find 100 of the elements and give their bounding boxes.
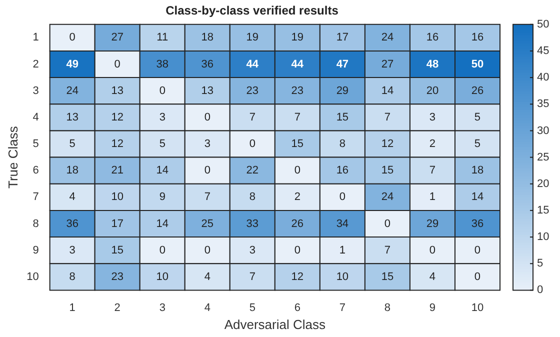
data-label: 5 bbox=[159, 138, 166, 150]
data-label: 7 bbox=[249, 111, 256, 124]
data-label: 7 bbox=[384, 111, 391, 124]
data-label: 21 bbox=[111, 164, 124, 177]
data-label: 0 bbox=[294, 164, 300, 177]
data-label: 23 bbox=[291, 84, 304, 97]
data-label: 0 bbox=[249, 138, 256, 150]
x-tick-label: 1 bbox=[69, 302, 76, 314]
data-label: 15 bbox=[381, 270, 394, 283]
data-label: 10 bbox=[336, 270, 349, 283]
data-label: 3 bbox=[69, 244, 76, 256]
color-bar-label: 35 bbox=[537, 98, 550, 110]
y-tick-label: 5 bbox=[32, 138, 39, 150]
y-axis-title: True Class bbox=[5, 126, 20, 188]
x-tick-label: 7 bbox=[339, 302, 346, 314]
data-label: 0 bbox=[339, 191, 346, 204]
data-label: 23 bbox=[246, 84, 259, 97]
data-label: 0 bbox=[114, 58, 120, 70]
data-label: 4 bbox=[429, 270, 436, 283]
data-label: 17 bbox=[111, 218, 124, 230]
data-label: 0 bbox=[159, 84, 166, 97]
data-label: 20 bbox=[426, 84, 439, 97]
color-bar-label: 20 bbox=[537, 178, 550, 190]
y-tick-label: 10 bbox=[26, 270, 39, 283]
color-bar-label: 25 bbox=[537, 151, 550, 164]
data-label: 24 bbox=[66, 84, 78, 97]
data-label: 13 bbox=[201, 84, 214, 97]
data-label: 38 bbox=[156, 58, 168, 70]
data-label: 34 bbox=[336, 218, 349, 230]
color-bar-label: 0 bbox=[537, 284, 544, 296]
data-label: 49 bbox=[66, 58, 78, 70]
data-label: 19 bbox=[246, 32, 259, 44]
data-label: 18 bbox=[471, 164, 484, 177]
x-axis-title: Adversarial Class bbox=[224, 316, 326, 332]
data-label: 12 bbox=[111, 138, 124, 150]
data-label: 15 bbox=[291, 138, 304, 150]
data-label: 8 bbox=[249, 191, 256, 204]
data-label: 15 bbox=[336, 111, 349, 124]
data-label: 13 bbox=[66, 111, 78, 124]
data-label: 11 bbox=[156, 32, 168, 44]
data-label: 24 bbox=[381, 32, 394, 44]
data-label: 4 bbox=[69, 191, 76, 204]
data-label: 16 bbox=[426, 32, 439, 44]
data-label: 50 bbox=[471, 58, 484, 70]
data-label: 19 bbox=[291, 32, 304, 44]
data-label: 24 bbox=[381, 191, 394, 204]
chart-title: Class-by-class verified results bbox=[166, 4, 339, 18]
data-label: 33 bbox=[246, 218, 259, 230]
data-label: 7 bbox=[249, 270, 256, 283]
data-label: 2 bbox=[429, 138, 436, 150]
x-tick-label: 4 bbox=[204, 302, 210, 314]
data-label: 26 bbox=[291, 218, 304, 230]
y-tick-label: 9 bbox=[32, 244, 39, 256]
x-tick-label: 10 bbox=[471, 302, 484, 314]
data-label: 12 bbox=[381, 138, 394, 150]
data-label: 14 bbox=[471, 191, 484, 204]
data-label: 36 bbox=[66, 218, 78, 230]
data-label: 5 bbox=[474, 111, 481, 124]
data-label: 7 bbox=[294, 111, 300, 124]
y-tick-label: 4 bbox=[32, 111, 39, 124]
y-tick-label: 7 bbox=[32, 191, 39, 204]
data-label: 0 bbox=[159, 244, 166, 256]
data-label: 36 bbox=[201, 58, 214, 70]
data-label: 10 bbox=[156, 270, 168, 283]
data-label: 16 bbox=[336, 164, 349, 177]
data-label: 0 bbox=[429, 244, 436, 256]
data-label: 0 bbox=[69, 32, 76, 44]
data-label: 9 bbox=[159, 191, 166, 204]
data-label: 27 bbox=[381, 58, 394, 70]
data-label: 0 bbox=[294, 244, 300, 256]
color-bar-label: 15 bbox=[537, 204, 550, 216]
y-tick-label: 2 bbox=[32, 58, 39, 70]
data-label: 47 bbox=[336, 58, 349, 70]
data-label: 5 bbox=[474, 138, 481, 150]
data-label: 13 bbox=[111, 84, 124, 97]
data-label: 14 bbox=[381, 84, 394, 97]
data-label: 8 bbox=[339, 138, 346, 150]
x-tick-label: 6 bbox=[294, 302, 300, 314]
data-label: 8 bbox=[69, 270, 76, 283]
data-label: 17 bbox=[336, 32, 349, 44]
x-tick-label: 5 bbox=[249, 302, 256, 314]
data-label: 27 bbox=[111, 32, 124, 44]
color-bar-label: 45 bbox=[537, 45, 550, 58]
data-label: 44 bbox=[291, 58, 304, 70]
x-tick-label: 2 bbox=[114, 302, 120, 314]
data-label: 2 bbox=[294, 191, 300, 204]
data-label: 36 bbox=[471, 218, 484, 230]
data-label: 12 bbox=[111, 111, 124, 124]
data-label: 29 bbox=[426, 218, 439, 230]
x-tick-label: 9 bbox=[429, 302, 436, 314]
data-label: 7 bbox=[429, 164, 436, 177]
color-bar-label: 30 bbox=[537, 124, 550, 137]
data-label: 26 bbox=[471, 84, 484, 97]
data-label: 3 bbox=[159, 111, 166, 124]
x-tick-label: 8 bbox=[384, 302, 391, 314]
data-label: 3 bbox=[249, 244, 256, 256]
color-bar-label: 10 bbox=[537, 231, 550, 244]
data-label: 14 bbox=[156, 218, 168, 230]
data-label: 18 bbox=[66, 164, 78, 177]
data-label: 23 bbox=[111, 270, 124, 283]
